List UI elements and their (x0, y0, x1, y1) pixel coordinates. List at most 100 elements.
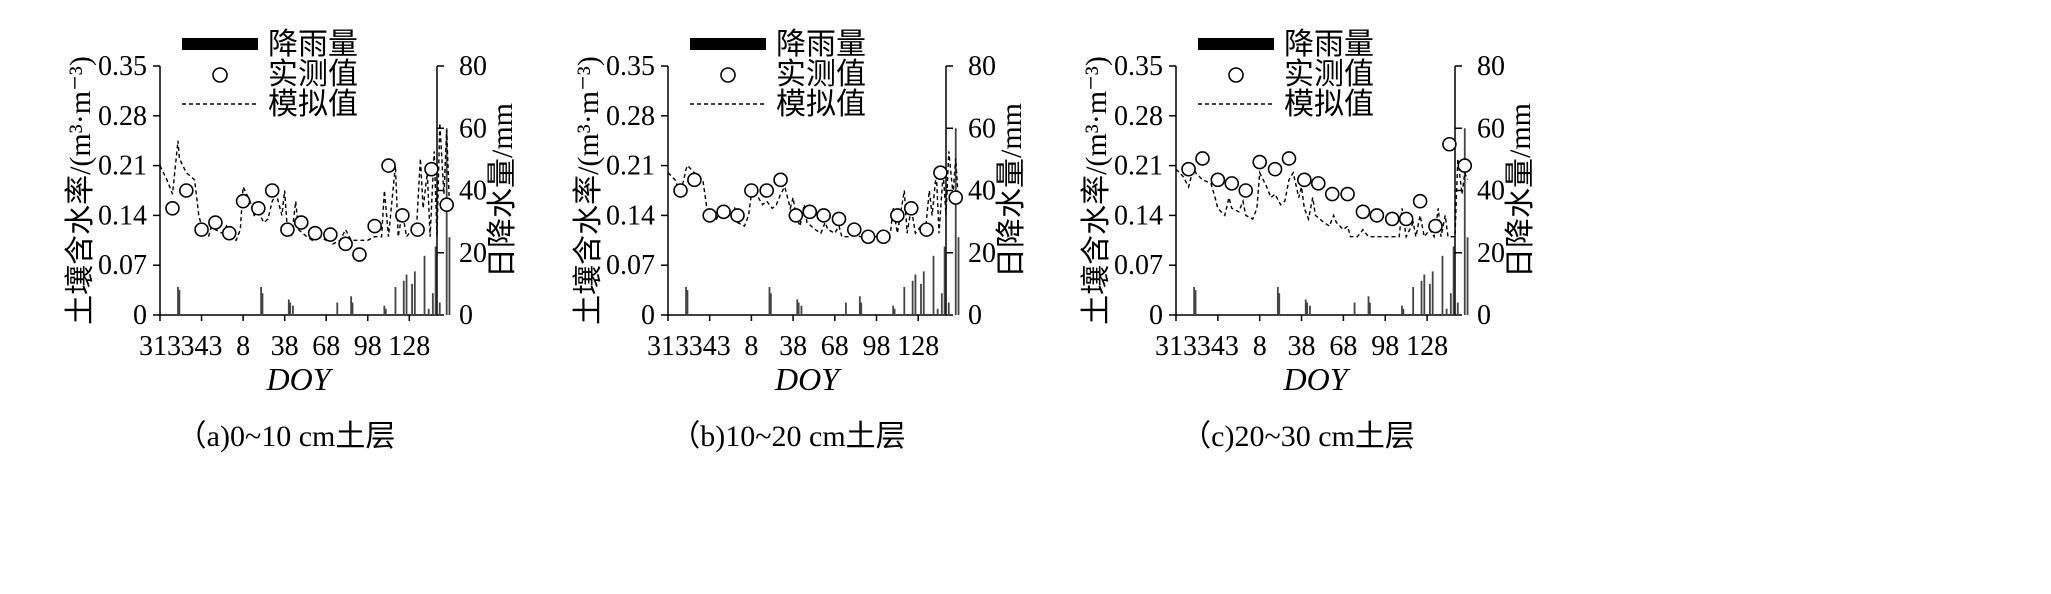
right-tick-label: 20 (459, 238, 487, 269)
rain-bar (797, 302, 800, 315)
observed-point (716, 204, 731, 220)
x-tick-label: 313 (139, 331, 181, 362)
observed-point (773, 172, 788, 188)
x-tick-label: 38 (271, 331, 299, 362)
legend-rain-label: 降雨量 (268, 28, 358, 61)
left-tick-label: 0 (641, 300, 655, 331)
observed-point (293, 215, 309, 230)
rain-bar (423, 255, 426, 315)
x-tick-label: 68 (821, 331, 849, 362)
rain-bar (289, 302, 292, 315)
rain-bar (957, 237, 960, 315)
rain-bar (796, 299, 799, 315)
observed-point (1281, 151, 1297, 166)
observed-point (933, 165, 948, 181)
rain-bar (336, 302, 339, 315)
rain-bar (350, 296, 353, 315)
left-tick-label: 0.14 (606, 200, 655, 231)
legend-observed-label: 实测值 (268, 58, 358, 91)
rain-bar (685, 286, 687, 315)
observed-point (338, 236, 353, 252)
x-tick-label: 8 (744, 331, 758, 362)
rain-bar (932, 255, 935, 315)
x-tick-label: 128 (1406, 331, 1448, 362)
right-axis-title: 日降水量/mm (995, 103, 1028, 278)
rain-bar (936, 308, 939, 315)
x-tick-label: 68 (1329, 331, 1357, 362)
right-axis-title: 日降水量/mm (486, 103, 519, 278)
chart-panel-2: 0 0.07 0.14 0.21 0.28 0.35 0 20 40 60 80 313 343 8 38 6… (572, 28, 1028, 453)
legend-simulated-label: 模拟值 (776, 88, 866, 121)
rain-bar (448, 237, 451, 315)
left-tick-label: 0.35 (98, 51, 147, 82)
legend-observed-marker (212, 67, 228, 83)
rain-bar (845, 302, 847, 315)
observed-point (1267, 161, 1283, 177)
observed-point (1457, 158, 1473, 173)
rain-bar (287, 299, 290, 315)
left-tick-label: 0.28 (1114, 101, 1163, 132)
left-axis-title: 土壤含水率/(m³·m⁻³) (1080, 56, 1113, 325)
observed-point (352, 247, 367, 262)
right-tick-label: 60 (459, 113, 487, 144)
rain-bar (1193, 286, 1196, 315)
x-tick-label: 38 (779, 331, 807, 362)
rain-bar (943, 246, 946, 315)
right-axis-title: 日降水量/mm (1504, 103, 1537, 278)
rain-bar (858, 296, 861, 315)
right-tick-label: 40 (1477, 176, 1505, 207)
rain-bar (1431, 271, 1434, 315)
x-tick-label: 343 (1197, 331, 1239, 362)
rain-bar (1278, 293, 1281, 315)
legend-rain-swatch (690, 38, 766, 50)
right-tick-label: 20 (1477, 238, 1505, 269)
observed-point (1340, 186, 1355, 202)
rain-bar (1306, 302, 1309, 315)
observed-point (702, 208, 718, 223)
observed-point (831, 211, 847, 227)
rain-bar (920, 283, 922, 315)
rain-bar (405, 274, 408, 315)
rain-bar (1466, 237, 1469, 315)
left-tick-label: 0.07 (98, 250, 147, 281)
left-axis-title: 土壤含水率/(m³·m⁻³) (572, 56, 605, 325)
observed-point (788, 208, 804, 223)
rain-bar (260, 286, 263, 315)
rain-bar (1456, 302, 1459, 315)
observed-point (1238, 183, 1254, 198)
observed-point (744, 183, 759, 198)
rain-bar (394, 286, 397, 315)
observed-point (1384, 211, 1400, 227)
observed-point (280, 222, 295, 237)
observed-point (903, 200, 919, 216)
rain-bar (1445, 308, 1448, 315)
left-tick-label: 0.35 (606, 51, 655, 82)
observed-point (1428, 218, 1443, 234)
observed-point (1310, 176, 1326, 191)
rain-bar (1194, 290, 1197, 315)
rain-bar (893, 308, 896, 315)
rain-bar (1401, 305, 1403, 315)
legend-observed-label: 实测值 (776, 58, 866, 91)
rain-bar (1412, 286, 1415, 315)
x-tick-label: 98 (863, 331, 891, 362)
left-tick-label: 0.07 (606, 250, 655, 281)
observed-point (424, 161, 439, 177)
right-tick-label: 40 (459, 176, 487, 207)
rain-bar (1276, 286, 1279, 315)
observed-point (1355, 204, 1371, 220)
x-tick-label: 68 (312, 331, 340, 362)
observed-point (367, 218, 382, 234)
left-tick-label: 0.07 (1114, 250, 1163, 281)
rain-bar (914, 274, 917, 315)
observed-point (802, 204, 818, 220)
observed-point (876, 229, 891, 245)
right-tick-label: 60 (1477, 113, 1505, 144)
rain-bar (1423, 274, 1426, 315)
rain-bar (954, 128, 957, 315)
observed-point (919, 222, 934, 237)
rain-bar (261, 293, 264, 315)
x-axis-title: DOY (265, 361, 333, 397)
x-tick-label: 313 (647, 331, 689, 362)
